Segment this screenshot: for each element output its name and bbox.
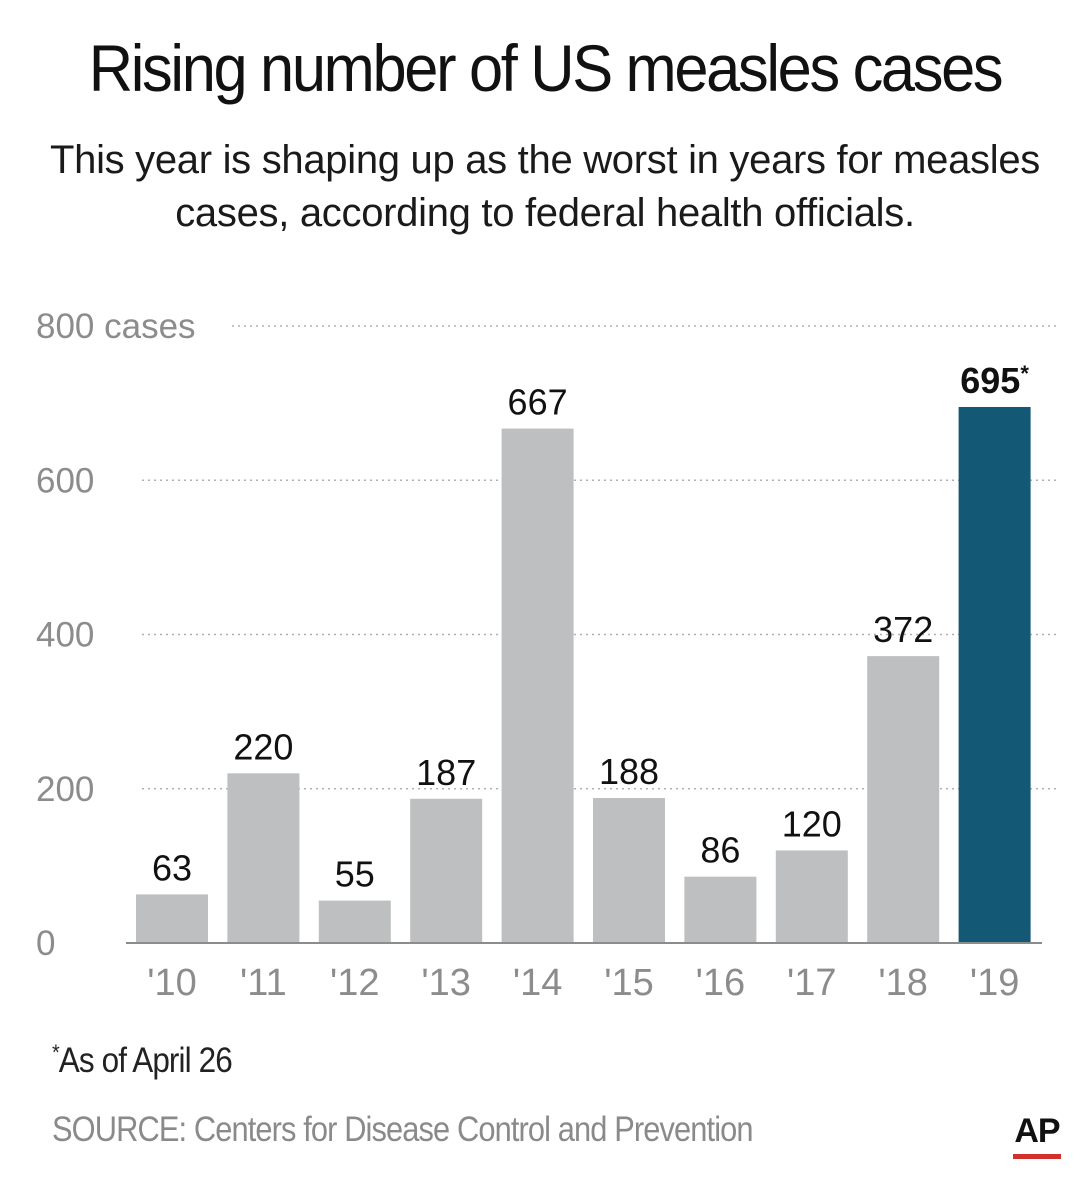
data-label-footnote-marker: * bbox=[1020, 361, 1029, 386]
data-label: 372 bbox=[873, 609, 933, 650]
y-tick-label: 0 bbox=[36, 924, 55, 963]
bar bbox=[227, 773, 300, 943]
bar bbox=[958, 406, 1031, 943]
chart-subtitle: This year is shaping up as the worst in … bbox=[49, 138, 1040, 235]
y-tick-label: 800 cases bbox=[36, 307, 196, 346]
x-tick-label: '16 bbox=[696, 962, 746, 1004]
x-tick-label: '14 bbox=[513, 962, 563, 1004]
bar-chart: 0 200 400 600 800 cases 63 '10 220 '11 55 '12 187 '1… bbox=[36, 307, 1058, 1004]
data-label: 120 bbox=[782, 803, 842, 844]
x-tick-label: '15 bbox=[604, 962, 654, 1004]
x-tick-label: '19 bbox=[970, 962, 1020, 1004]
data-label: 695* bbox=[960, 360, 1029, 401]
ap-logo-text: AP bbox=[1014, 1112, 1060, 1150]
x-tick-label: '13 bbox=[421, 962, 471, 1004]
x-tick-label: '11 bbox=[240, 962, 287, 1004]
bar bbox=[410, 798, 483, 943]
data-label: 86 bbox=[700, 830, 740, 871]
x-tick-label: '10 bbox=[147, 962, 197, 1004]
bar bbox=[775, 850, 848, 943]
chart-title: Rising number of US measles cases bbox=[88, 31, 1004, 105]
ap-logo: AP bbox=[1012, 1112, 1062, 1159]
y-tick-label: 400 bbox=[36, 616, 94, 655]
bar bbox=[501, 428, 574, 943]
ap-logo-underline bbox=[1013, 1154, 1061, 1159]
x-tick-label: '17 bbox=[787, 962, 837, 1004]
bar bbox=[684, 876, 757, 943]
footnote-marker: * bbox=[52, 1040, 60, 1065]
data-label: 667 bbox=[508, 382, 568, 423]
bar bbox=[136, 894, 208, 943]
bar bbox=[867, 656, 940, 943]
data-label: 63 bbox=[152, 847, 192, 888]
x-tick-label: '18 bbox=[878, 962, 928, 1004]
source-note: SOURCE: Centers for Disease Control and … bbox=[52, 1110, 754, 1149]
bar bbox=[593, 798, 665, 943]
data-label: 188 bbox=[599, 751, 659, 792]
data-label: 220 bbox=[233, 726, 293, 767]
y-tick-label: 200 bbox=[36, 770, 94, 809]
footnote-text: As of April 26 bbox=[58, 1041, 233, 1080]
footnote: *As of April 26 bbox=[52, 1040, 233, 1081]
x-tick-label: '12 bbox=[330, 962, 380, 1004]
y-tick-label: 600 bbox=[36, 461, 94, 500]
bar bbox=[318, 900, 391, 943]
data-label: 187 bbox=[416, 752, 476, 793]
data-label: 55 bbox=[335, 854, 375, 895]
